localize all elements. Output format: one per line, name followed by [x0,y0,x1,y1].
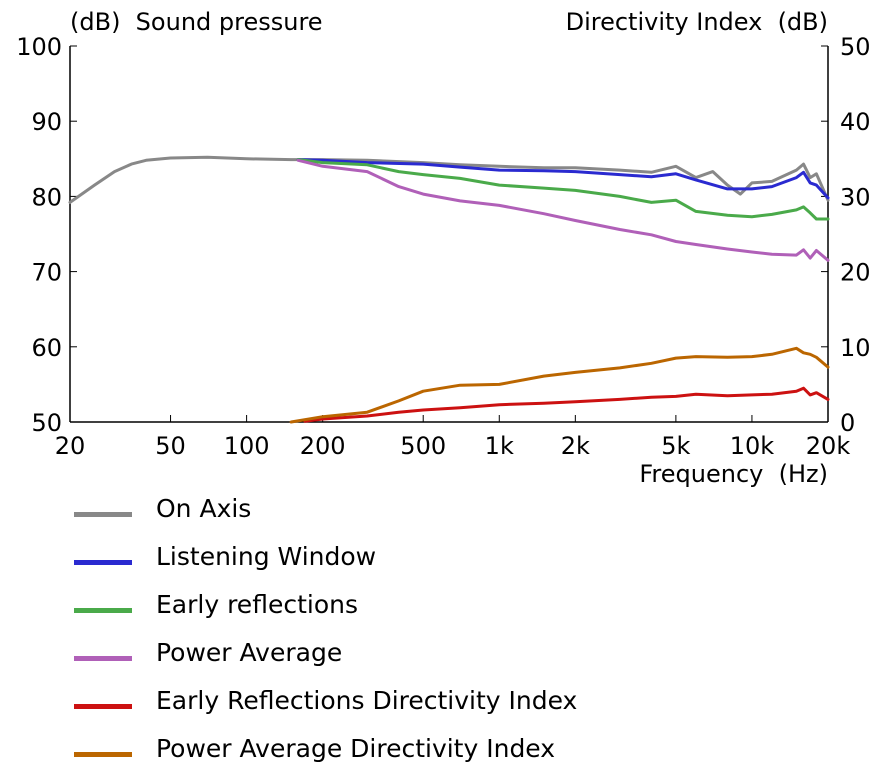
plot-frame [69,46,829,423]
x-tick-label: 2k [561,432,590,460]
x-tick-label: 10k [730,432,775,460]
y-tick-label-right: 0 [840,409,855,437]
y-tick-label-left: 70 [31,259,62,287]
series-layer [68,155,830,424]
series-line-1 [296,158,830,200]
y-tick-label-right: 10 [840,334,871,362]
legend-swatch [74,656,132,661]
x-tick-label: 100 [224,432,270,460]
series-line-3 [296,158,830,262]
legend-label: Power Average Directivity Index [156,734,556,763]
series-line-0 [68,155,830,204]
x-axis-title: Frequency (Hz) [639,460,828,488]
series-line-2 [296,158,830,221]
left-axis-title: (dB) Sound pressure [70,8,323,36]
y-tick-label-left: 60 [31,334,62,362]
legend-swatch [74,752,132,757]
y-tick-label-left: 80 [31,183,62,211]
legend-label: Listening Window [156,542,377,571]
legend-label: Power Average [156,638,343,667]
x-tick-label: 20k [806,432,851,460]
tick-layer: 20 50 100 200 500 1k 2k 5k 10k 20k506070809010001… [16,33,870,460]
x-tick-label: 20 [55,432,86,460]
x-tick-label: 200 [300,432,346,460]
x-tick-label: 1k [485,432,514,460]
x-tick-label: 5k [661,432,690,460]
legend-swatch [74,608,132,613]
chart: (dB) Sound pressure Directivity Index (d… [16,8,870,488]
legend-swatch [74,512,132,517]
y-tick-label-right: 40 [840,108,871,136]
legend-label: Early Reflections Directivity Index [156,686,578,715]
series-line-5 [289,346,830,424]
x-tick-label: 500 [400,432,446,460]
y-tick-label-left: 50 [31,409,62,437]
legend-swatch [74,560,132,565]
y-tick-label-right: 20 [840,259,871,287]
right-axis-title: Directivity Index (dB) [566,8,828,36]
y-tick-label-right: 30 [840,183,871,211]
legend-label: Early reflections [156,590,358,619]
x-tick-label: 50 [155,432,186,460]
legend-swatch [74,704,132,709]
y-tick-label-left: 90 [31,108,62,136]
series-line-4 [303,386,830,423]
y-tick-label-left: 100 [16,33,62,61]
legend-label: On Axis [156,494,252,523]
y-tick-label-right: 50 [840,33,871,61]
